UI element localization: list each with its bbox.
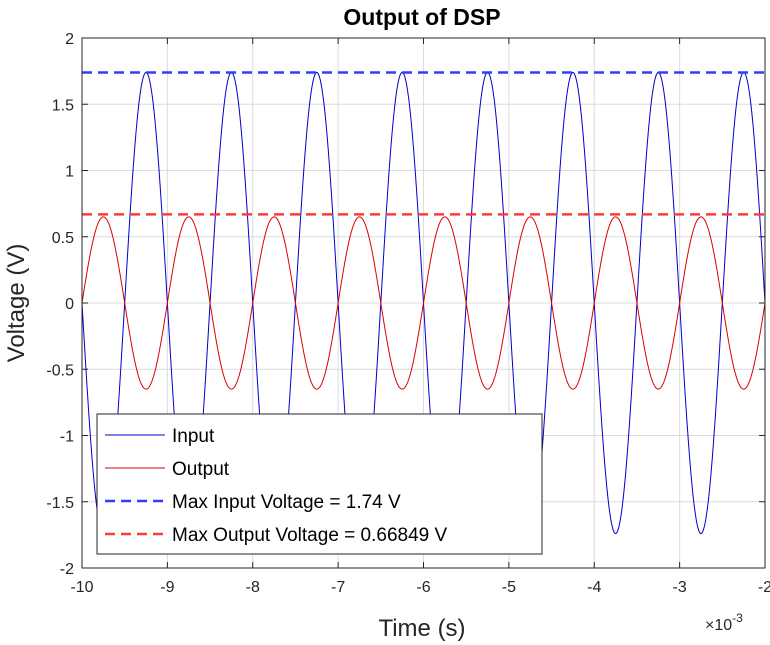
legend-entry-label: Input [172, 426, 215, 447]
axis-ticks: -10 -9 -8 -7 -6 -5 -4 -3 -2 -2 -1.5 -1 -0.5 0 0.5 1 1.5 2 [46, 31, 770, 596]
x-tick-label: -4 [587, 579, 601, 596]
y-tick-label: -1 [60, 429, 74, 446]
y-axis-label: Voltage (V) [3, 244, 30, 363]
x-tick-label: -6 [416, 579, 430, 596]
y-tick-label: -1.5 [46, 495, 74, 512]
x-axis-label: Time (s) [378, 615, 465, 642]
x-tick-label: -10 [70, 579, 93, 596]
legend-entry-label: Max Input Voltage = 1.74 V [172, 492, 401, 513]
x-axis-exponent: ×10-3 [705, 611, 743, 634]
y-tick-label: -0.5 [46, 362, 74, 379]
x-tick-label: -5 [502, 579, 516, 596]
series-line-output [82, 216, 765, 390]
x-tick-label: -9 [160, 579, 174, 596]
legend: Input Output Max Input Voltage = 1.74 V Max… [96, 413, 543, 555]
y-tick-label: -2 [60, 561, 74, 578]
chart-title: Output of DSP [343, 4, 500, 30]
x-tick-label: -3 [673, 579, 687, 596]
x-tick-label: -7 [331, 579, 345, 596]
y-tick-label: 1.5 [52, 97, 74, 114]
y-tick-label: 0.5 [52, 230, 74, 247]
x-tick-label: -8 [246, 579, 260, 596]
y-tick-label: 1 [65, 164, 74, 181]
x-tick-label: -2 [758, 579, 770, 596]
legend-box [96, 413, 543, 555]
y-tick-label: 0 [65, 296, 74, 313]
legend-entry-label: Max Output Voltage = 0.66849 V [172, 525, 447, 546]
y-tick-label: 2 [65, 31, 74, 48]
legend-entry-label: Output [172, 459, 230, 480]
